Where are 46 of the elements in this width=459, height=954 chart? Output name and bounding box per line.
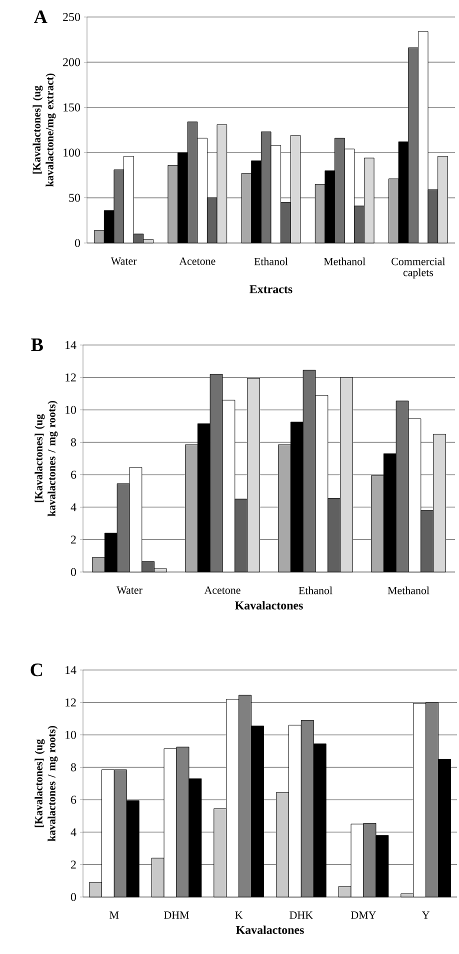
y-axis-title: [Kavalactones] (ug kavalactones / mg roots)	[34, 726, 58, 842]
y-tick-label: 2	[71, 536, 76, 544]
x-tick-label: K	[235, 912, 243, 919]
y-tick-label: 0	[74, 238, 80, 248]
x-tick-label: M	[110, 912, 119, 919]
x-tick-label: DHM	[164, 912, 189, 919]
y-tick-label: 4	[70, 503, 76, 512]
y-tick-label: 10	[66, 730, 76, 739]
y-axis-title: [Kavalactones] (ug kavalactone/mg extract)	[32, 74, 56, 187]
y-tick-label: 100	[64, 148, 80, 157]
y-tick-label: 6	[71, 796, 76, 804]
x-tick-label: Methanol	[388, 586, 430, 594]
x-tick-label: Methanol	[324, 258, 366, 266]
x-tick-label: Water	[116, 586, 142, 594]
y-tick-label: 8	[70, 438, 76, 446]
y-tick-label: 12	[66, 373, 76, 382]
y-tick-label: 10	[66, 406, 76, 414]
chart-title: B	[31, 338, 43, 352]
x-tick-label: Acetone	[179, 258, 216, 265]
y-tick-label: 250	[63, 12, 80, 22]
x-axis-title: Kavalactones	[235, 601, 303, 610]
y-axis-title: [Kavalactones] (ug kavalactones / mg roots)	[34, 400, 58, 516]
y-tick-label: 0	[70, 568, 76, 576]
x-tick-label: DMY	[351, 912, 376, 919]
chart-title: A	[34, 10, 48, 24]
y-tick-label: 150	[64, 103, 80, 112]
x-tick-label: Acetone	[204, 586, 240, 594]
y-tick-label: 14	[66, 666, 76, 674]
y-tick-label: 6	[71, 470, 76, 479]
y-tick-label: 0	[70, 892, 76, 902]
y-tick-label: 12	[66, 698, 76, 706]
y-tick-label: 8	[70, 763, 76, 772]
x-tick-label: Commercial caplets	[392, 258, 446, 278]
x-axis-title: Kavalactones	[236, 926, 304, 934]
x-tick-label: Y	[422, 912, 430, 919]
x-axis-title: Extracts	[250, 285, 292, 294]
x-tick-label: Ethanol	[298, 586, 332, 594]
y-tick-label: 200	[63, 58, 80, 66]
y-tick-label: 14	[66, 341, 76, 349]
x-tick-label: Water	[110, 258, 137, 265]
x-tick-label: Ethanol	[254, 258, 288, 266]
y-tick-label: 50	[69, 194, 80, 202]
x-tick-label: DHK	[290, 912, 313, 919]
y-tick-label: 2	[71, 860, 76, 869]
y-tick-label: 4	[70, 828, 76, 836]
chart-title: C	[30, 664, 42, 676]
